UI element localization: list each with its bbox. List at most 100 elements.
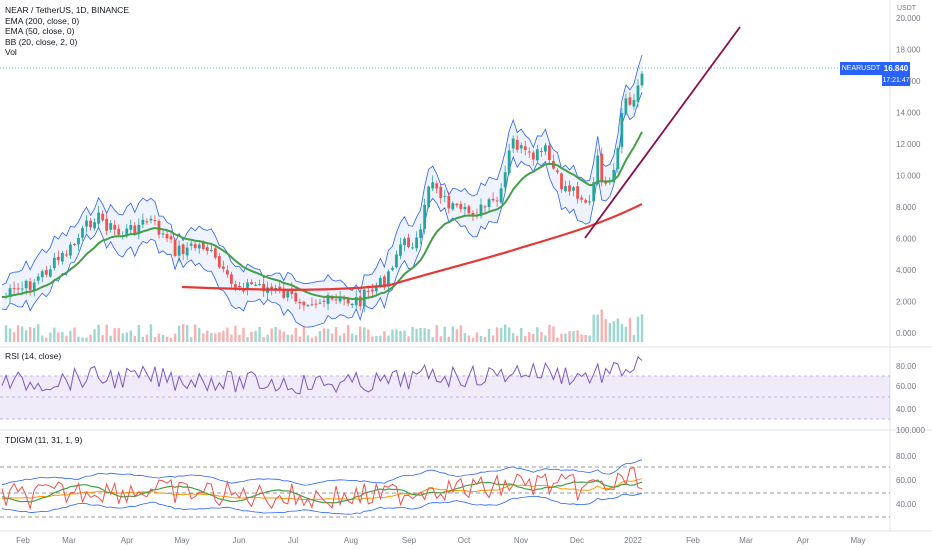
candle bbox=[620, 112, 624, 147]
volume-bar bbox=[194, 324, 197, 342]
vol-legend[interactable]: Vol bbox=[5, 47, 17, 57]
candle bbox=[294, 292, 298, 302]
ema50-legend[interactable]: EMA (50, close, 0) bbox=[5, 26, 75, 36]
candle bbox=[419, 229, 423, 238]
volume-bar bbox=[290, 334, 294, 342]
volume-bar bbox=[234, 325, 237, 342]
candle bbox=[209, 249, 213, 251]
candle bbox=[221, 266, 225, 269]
candle bbox=[467, 206, 471, 214]
volume-bar bbox=[165, 336, 169, 342]
candle bbox=[117, 228, 121, 235]
time-axis-label: Nov bbox=[514, 536, 528, 545]
candle bbox=[173, 239, 177, 256]
volume-bar bbox=[487, 329, 491, 342]
time-axis-label: Sep bbox=[402, 536, 417, 545]
volume-bar bbox=[608, 323, 611, 342]
candle bbox=[89, 220, 92, 228]
volume-bar bbox=[467, 335, 471, 342]
candle bbox=[515, 139, 519, 150]
candle bbox=[306, 305, 310, 307]
volume-bar bbox=[540, 332, 543, 342]
candle bbox=[495, 200, 499, 202]
candle bbox=[499, 188, 503, 203]
candle bbox=[580, 197, 584, 200]
bb-legend[interactable]: BB (20, close, 2, 0) bbox=[5, 36, 78, 47]
candle bbox=[378, 277, 382, 286]
volume-bar bbox=[306, 335, 310, 342]
volume-bar bbox=[210, 333, 213, 342]
volume-bar bbox=[391, 329, 394, 342]
volume-bar bbox=[359, 326, 362, 342]
volume-bar bbox=[133, 336, 137, 342]
volume-bar bbox=[254, 331, 257, 342]
trendline-drawing[interactable] bbox=[584, 26, 741, 239]
volume-bar bbox=[53, 327, 56, 342]
candle bbox=[334, 299, 338, 301]
volume-bar bbox=[177, 325, 181, 342]
tdigm-legend[interactable]: TDIGM (11, 31, 1, 9) bbox=[5, 435, 83, 445]
volume-bar bbox=[101, 335, 104, 342]
volume-bar bbox=[61, 332, 64, 342]
volume-bar bbox=[516, 335, 519, 342]
volume-bar bbox=[600, 309, 603, 342]
candle bbox=[483, 206, 487, 208]
candle bbox=[185, 247, 189, 256]
rsi-axis-label: 60.00 bbox=[896, 382, 917, 391]
candle bbox=[374, 286, 378, 292]
time-axis-label: Jul bbox=[288, 536, 298, 545]
candle bbox=[101, 213, 105, 221]
rsi-legend[interactable]: RSI (14, close) bbox=[5, 351, 62, 361]
candle bbox=[73, 243, 76, 245]
candle bbox=[439, 186, 443, 199]
candle bbox=[350, 303, 354, 306]
volume-bar bbox=[363, 327, 366, 342]
volume-bar bbox=[435, 325, 438, 342]
candle bbox=[415, 237, 418, 249]
candle bbox=[270, 286, 274, 289]
volume-bar bbox=[427, 329, 430, 342]
volume-bar bbox=[431, 337, 434, 342]
candle bbox=[238, 285, 241, 288]
currency-label: USDT bbox=[897, 5, 917, 12]
volume-bar bbox=[334, 327, 338, 342]
volume-bar bbox=[520, 328, 523, 342]
time-axis-label: Feb bbox=[686, 536, 700, 545]
candle bbox=[141, 219, 145, 225]
candle bbox=[145, 221, 149, 223]
candle bbox=[234, 284, 237, 288]
volume-bar bbox=[298, 336, 302, 342]
volume-bar bbox=[93, 329, 96, 342]
volume-bar bbox=[189, 337, 193, 342]
candle bbox=[358, 296, 362, 307]
volume-bar bbox=[491, 335, 495, 342]
volume-bar bbox=[73, 327, 76, 342]
candle bbox=[153, 220, 157, 222]
volume-bar bbox=[367, 329, 370, 342]
ema200-legend[interactable]: EMA (200, close, 0) bbox=[5, 15, 80, 26]
candle bbox=[366, 291, 370, 293]
volume-bar bbox=[109, 335, 112, 342]
volume-bar bbox=[89, 334, 92, 342]
candle bbox=[93, 222, 96, 229]
volume-bar bbox=[511, 333, 515, 342]
candle bbox=[161, 233, 165, 235]
candle bbox=[246, 282, 249, 290]
candle bbox=[282, 288, 286, 298]
volume-bar bbox=[222, 330, 225, 342]
candle bbox=[113, 224, 117, 230]
volume-bar bbox=[459, 325, 463, 342]
candle bbox=[24, 280, 28, 289]
candle bbox=[407, 237, 410, 247]
candle bbox=[181, 244, 185, 255]
volume-bar bbox=[564, 333, 567, 342]
ema200-line bbox=[181, 203, 643, 291]
volume-bar bbox=[37, 324, 40, 342]
candle bbox=[447, 195, 451, 209]
candle bbox=[137, 224, 141, 234]
volume-bar bbox=[113, 328, 116, 342]
symbol-title[interactable]: NEAR / TetherUS, 1D, BINANCE bbox=[5, 5, 130, 15]
tdigm-axis-label: 100.000 bbox=[896, 426, 925, 435]
volume-bar bbox=[355, 335, 358, 342]
